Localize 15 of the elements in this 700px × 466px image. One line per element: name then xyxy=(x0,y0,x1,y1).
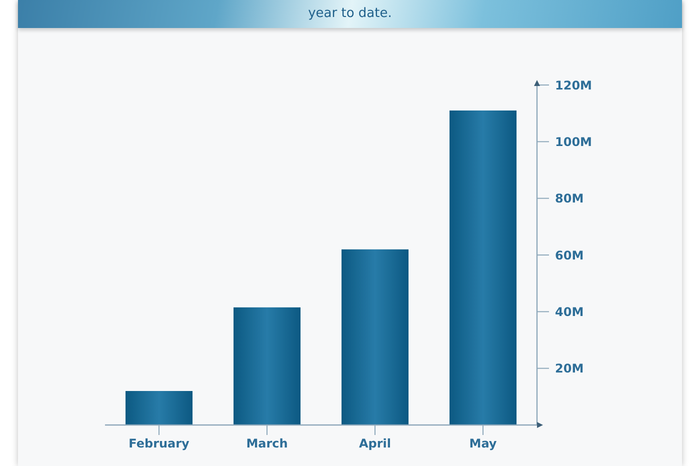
y-tick-label: 120M xyxy=(555,78,592,92)
bar xyxy=(126,391,193,425)
x-tick-label: April xyxy=(358,436,392,451)
bar xyxy=(342,249,409,425)
y-tick-label: 100M xyxy=(555,134,592,149)
x-tick-label: May xyxy=(469,436,497,451)
x-tick-label: March xyxy=(246,436,288,451)
chart-subtitle: year to date. xyxy=(307,6,393,22)
y-tick-label: 80M xyxy=(555,192,584,206)
bar xyxy=(234,307,301,425)
y-tick-label: 20M xyxy=(555,362,584,376)
y-tick-label: 40M xyxy=(555,304,584,319)
x-tick-label: February xyxy=(128,436,190,451)
bar xyxy=(450,110,517,425)
y-tick-label: 60M xyxy=(555,248,584,262)
